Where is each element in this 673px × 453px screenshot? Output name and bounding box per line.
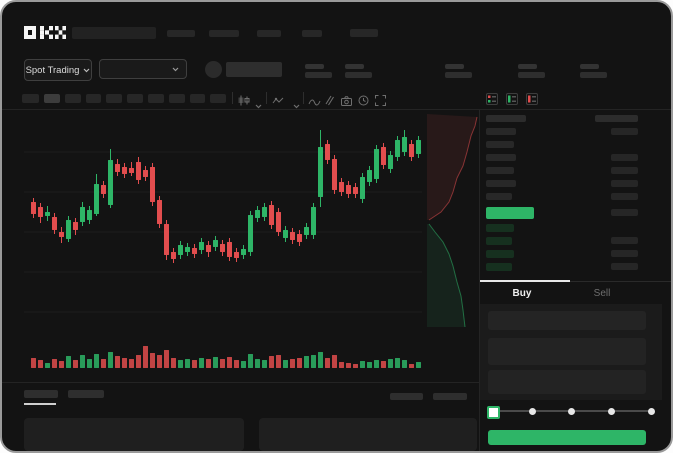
bid-row[interactable] [486, 250, 514, 258]
pair-title-placeholder [72, 27, 156, 39]
timeframe-button-active[interactable] [44, 94, 60, 103]
clock-icon[interactable] [358, 93, 369, 111]
candlestick-chart[interactable] [2, 2, 479, 382]
ask-row[interactable] [486, 154, 516, 161]
bid-row[interactable] [486, 224, 514, 232]
buy-submit-button[interactable] [488, 430, 646, 445]
stat-label-placeholder [345, 64, 364, 69]
ask-depth[interactable] [611, 128, 638, 135]
ask-row[interactable] [486, 128, 516, 135]
ask-depth[interactable] [611, 193, 638, 200]
stat-value-placeholder [345, 72, 372, 78]
timeframe-button[interactable] [127, 94, 143, 103]
market-type-label: Spot Trading [25, 64, 80, 76]
ask-depth[interactable] [611, 154, 638, 161]
tab-buy[interactable]: Buy [512, 288, 532, 299]
timeframe-button[interactable] [65, 94, 81, 103]
stat-label-placeholder [580, 64, 599, 69]
book-bids-icon[interactable] [506, 92, 518, 110]
depth-chart[interactable] [427, 114, 479, 327]
last-price-row[interactable] [486, 207, 534, 219]
market-type-dropdown[interactable]: Spot Trading [24, 59, 92, 81]
timeframe-button[interactable] [190, 94, 205, 103]
ask-depth[interactable] [611, 180, 638, 187]
toolbar-divider [303, 92, 304, 104]
nav-item-placeholder[interactable] [167, 30, 195, 37]
tab-sell[interactable]: Sell [593, 288, 611, 299]
section-divider [2, 382, 479, 383]
okx-logo-icon [24, 26, 66, 39]
bottom-tab-indicator [24, 403, 56, 405]
bottom-action-placeholder[interactable] [433, 393, 467, 400]
chevron-down-icon [84, 68, 90, 72]
order-book [2, 2, 671, 302]
chevron-down-icon[interactable] [255, 96, 262, 114]
fullscreen-icon[interactable] [375, 93, 386, 111]
timeframe-button[interactable] [22, 94, 39, 103]
bid-row[interactable] [486, 263, 512, 271]
timeframe-button[interactable] [169, 94, 185, 103]
camera-icon[interactable] [341, 93, 352, 111]
ask-row[interactable] [486, 167, 514, 174]
bottom-tab[interactable] [68, 390, 104, 398]
amount-slider-handle[interactable] [487, 406, 500, 419]
ask-row[interactable] [486, 141, 514, 148]
indicator-icon[interactable] [308, 94, 321, 112]
price-depth[interactable] [611, 209, 638, 216]
nav-item-placeholder[interactable] [209, 30, 239, 37]
bid-depth[interactable] [611, 263, 638, 270]
timeframe-button[interactable] [148, 94, 164, 103]
total-input[interactable] [488, 370, 646, 394]
stat-value-placeholder [518, 72, 545, 78]
slider-step-dot[interactable] [568, 408, 575, 415]
toolbar-divider [266, 92, 267, 104]
book-asks-icon[interactable] [526, 92, 538, 110]
ask-row[interactable] [486, 193, 512, 200]
nav-item-placeholder[interactable] [257, 30, 281, 37]
pair-select-dropdown[interactable] [99, 59, 187, 79]
price-placeholder [226, 62, 282, 77]
section-divider [2, 109, 671, 110]
timeframe-button[interactable] [106, 94, 122, 103]
slider-step-dot[interactable] [529, 408, 536, 415]
nav-item-placeholder[interactable] [302, 30, 322, 37]
timeframe-button[interactable] [86, 94, 101, 103]
ask-row[interactable] [486, 180, 516, 187]
book-both-icon[interactable] [486, 92, 498, 110]
amount-input[interactable] [488, 338, 646, 365]
bottom-action-placeholder[interactable] [390, 393, 423, 400]
coin-avatar [205, 61, 222, 78]
bottom-panel-right [259, 418, 477, 451]
okx-logo[interactable] [24, 26, 66, 39]
stat-value-placeholder [305, 72, 332, 78]
nav-item-placeholder[interactable] [350, 29, 378, 37]
timeframe-button[interactable] [210, 94, 226, 103]
bid-depth[interactable] [611, 250, 638, 257]
stat-value-placeholder [580, 72, 607, 78]
stat-label-placeholder [518, 64, 537, 69]
buy-tab-indicator [480, 280, 570, 282]
toolbar-divider [232, 92, 233, 104]
line-style-icon[interactable] [272, 93, 284, 111]
panel-divider [479, 109, 480, 451]
stat-value-placeholder [445, 72, 472, 78]
bid-depth[interactable] [611, 237, 638, 244]
orderbook-header-left[interactable] [486, 115, 526, 122]
bid-row[interactable] [486, 237, 512, 245]
compare-icon[interactable] [324, 93, 335, 111]
orderbook-header-right[interactable] [595, 115, 638, 122]
tabs-divider [480, 281, 671, 282]
chevron-down-icon [172, 67, 179, 71]
slider-step-dot[interactable] [648, 408, 655, 415]
slider-step-dot[interactable] [608, 408, 615, 415]
bottom-panel-left [24, 418, 244, 451]
ask-depth[interactable] [611, 167, 638, 174]
stat-label-placeholder [445, 64, 464, 69]
stat-label-placeholder [305, 64, 324, 69]
price-input[interactable] [488, 311, 646, 330]
chevron-down-icon[interactable] [293, 96, 300, 114]
bottom-tab-active[interactable] [24, 390, 58, 398]
candle-style-icon[interactable] [238, 93, 251, 111]
